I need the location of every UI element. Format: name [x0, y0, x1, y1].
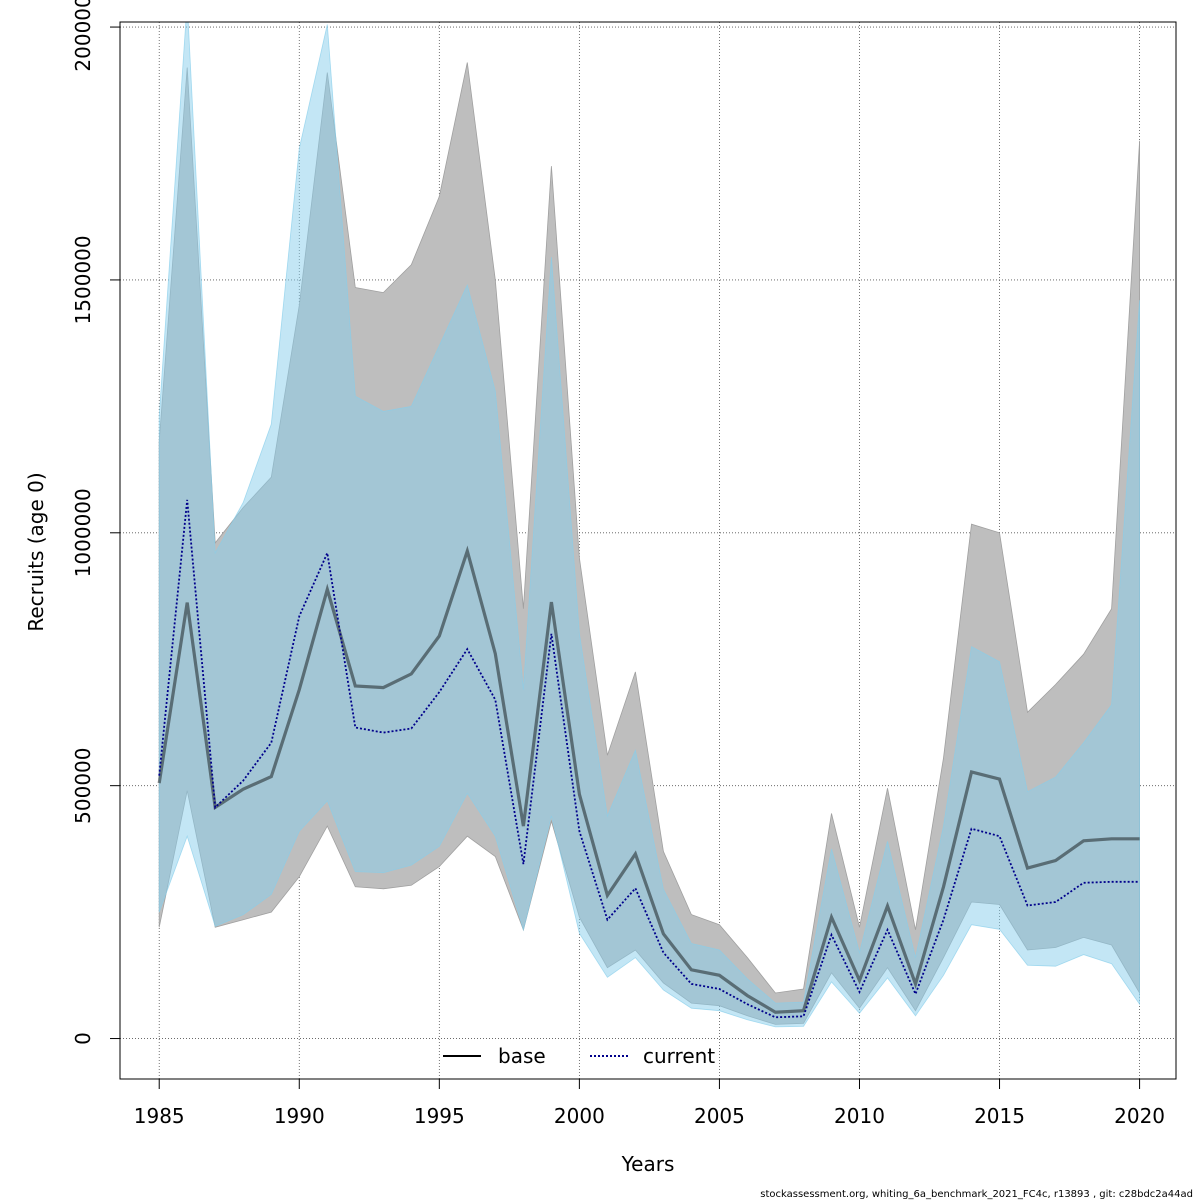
y-tick-label-2: 1000000 [71, 488, 95, 577]
y-axis: 0 500000 1000000 1500000 2000000 [71, 0, 121, 1045]
y-tick-label-3: 1500000 [71, 235, 95, 324]
x-axis: 1985 1990 1995 2000 2005 2010 2015 2020 [134, 1078, 1165, 1128]
y-tick-label-4: 2000000 [71, 0, 95, 72]
x-tick-label-0: 1985 [134, 1104, 185, 1128]
x-tick-label-6: 2015 [974, 1104, 1025, 1128]
x-tick-label-2: 1995 [414, 1104, 465, 1128]
x-tick-label-7: 2020 [1114, 1104, 1165, 1128]
legend-current-label: current [643, 1044, 715, 1068]
footer-note: stockassessment.org, whiting_6a_benchmar… [760, 1189, 1193, 1200]
y-axis-title: Recruits (age 0) [24, 472, 48, 631]
base-series-line [157, 545, 1140, 1014]
y-tick-label-1: 500000 [71, 747, 95, 823]
legend: base current [443, 1044, 715, 1068]
y-tick-label-0: 0 [71, 1032, 95, 1045]
x-tick-label-4: 2005 [694, 1104, 745, 1128]
legend-base-label: base [498, 1044, 546, 1068]
x-axis-title: Years [621, 1152, 675, 1176]
current-confidence-band [158, 22, 1140, 1028]
x-tick-label-5: 2010 [834, 1104, 885, 1128]
x-tick-label-3: 2000 [554, 1104, 605, 1128]
x-tick-label-1: 1990 [274, 1104, 325, 1128]
